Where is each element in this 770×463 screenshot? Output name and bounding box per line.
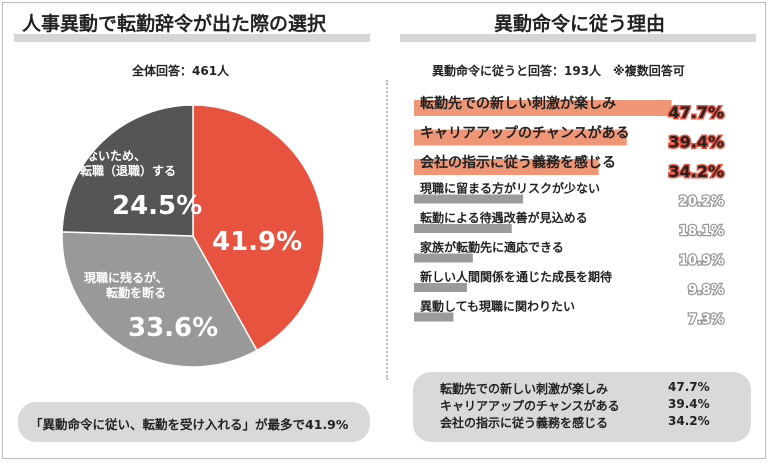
pie-slice-value: 33.6% [128,313,218,343]
bar-chart: 転勤先での新しい刺激が楽しみ 47.7% キャリアアップのチャンスがある 39.4% 会… [414,95,726,329]
bar-value-label: 20.2% [679,195,724,210]
bar-value-label: 10.9% [679,254,724,269]
summary-label: 転勤先での新しい刺激が楽しみ [440,382,609,396]
bar-value-label: 7.3% [688,313,724,328]
pie-slice-label: 異動命令に従い、 [212,184,308,199]
bar-value-label: 39.4% [668,133,724,152]
left-title-underline [14,34,370,42]
summary-value: 39.4% [668,397,710,411]
summary-label: 会社の指示に従う義務を感じる [440,416,609,430]
right-title: 異動命令に従う理由 [494,13,666,35]
bar-category-label: 転勤による待遇改善が見込める [420,210,588,225]
left-subtitle: 全体回答：461人 [132,64,230,78]
bar [414,283,467,292]
bar [414,159,599,175]
bar-value-label: 47.7% [668,103,724,122]
summary-value: 47.7% [668,380,710,394]
bar-category-label: 家族が転勤先に適応できる [420,240,564,255]
bar [414,194,524,204]
bar [414,224,512,233]
bar-value-label: 9.8% [688,283,724,298]
bar-category-label: 現職に留まる方がリスクが少ない [420,181,600,196]
pie-slice-value: 41.9% [212,227,302,257]
chart-frame [2,2,766,459]
left-footer-text: 「異動命令に従い、転勤を受け入れる」が最多で41.9% [30,417,349,432]
bar [414,312,454,322]
summary-pill [413,372,751,442]
summary-value: 34.2% [668,414,710,428]
pie-slice-label: 転勤を断り転職（退職）する [20,163,176,178]
pie-slice-label: 転勤を断る [106,285,166,300]
right-title-underline [400,34,756,42]
right-subtitle: 異動命令に従うと回答：193人 ※複数回答可 [432,64,685,78]
left-footer-pill [18,402,370,442]
bar [414,100,672,116]
pie-chart: 異動命令に従い、転勤を受け入れる 41.9% 現職に残るが、転勤を断る 33.6% 転勤… [20,104,325,368]
pie-slice-label: 転勤を受け入れる [212,199,308,214]
pie-slice-value: 24.5% [112,191,202,221]
pie-slice [192,104,325,352]
bar-value-label: 34.2% [668,162,724,181]
summary-label: キャリアアップのチャンスがある [440,399,620,413]
bar-value-label: 18.1% [679,224,724,239]
pie-slice-label: 現職に残るが、 [84,270,168,285]
panel-divider [386,80,388,380]
pie-slice [61,104,194,237]
left-title: 人事異動で転勤辞令が出た際の選択 [22,13,327,35]
pie-slice-label: 転勤したくないため、 [26,148,146,163]
bar-category-label: 新しい人間関係を通じた成長を期待 [420,269,612,284]
bar-category-label: キャリアアップのチャンスがある [420,125,630,142]
bar-category-label: 異動しても現職に関わりたい [420,299,575,314]
pie-slice [61,231,258,368]
bar-category-label: 会社の指示に従う義務を感じる [420,154,616,171]
bar-category-label: 転勤先での新しい刺激が楽しみ [420,95,616,112]
bar [414,129,627,146]
bar [414,253,473,263]
